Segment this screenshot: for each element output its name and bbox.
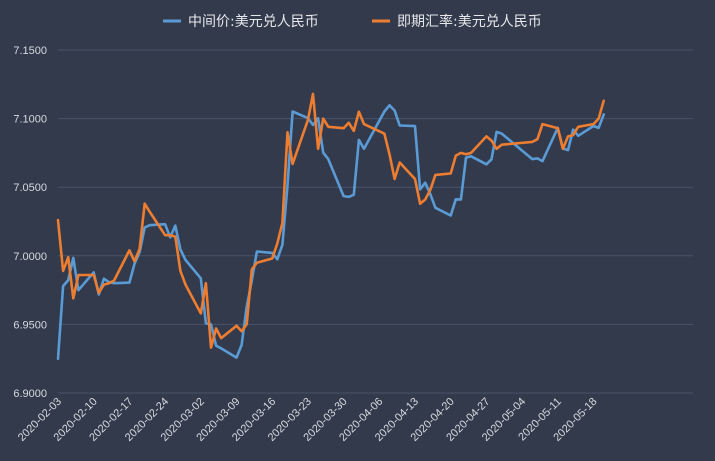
y-axis: 6.9000 6.9500 7.0000 7.0500 7.1000 7.1500 [13,45,47,400]
y-tick-label: 7.0500 [13,182,47,194]
legend-label-series-2: 即期汇率:美元兑人民币 [397,13,542,30]
legend-label-series-1: 中间价:美元兑人民币 [188,14,319,30]
y-tick-label: 6.9500 [13,319,47,331]
y-tick-label: 6.9000 [13,388,47,400]
y-tick-label: 7.0000 [13,251,47,263]
series-line-2 [56,92,605,349]
series-lines [56,92,605,361]
y-tick-label: 7.1000 [13,114,47,126]
legend: 中间价:美元兑人民币 即期汇率:美元兑人民币 [163,13,542,30]
y-tick-label: 7.1500 [13,45,47,57]
